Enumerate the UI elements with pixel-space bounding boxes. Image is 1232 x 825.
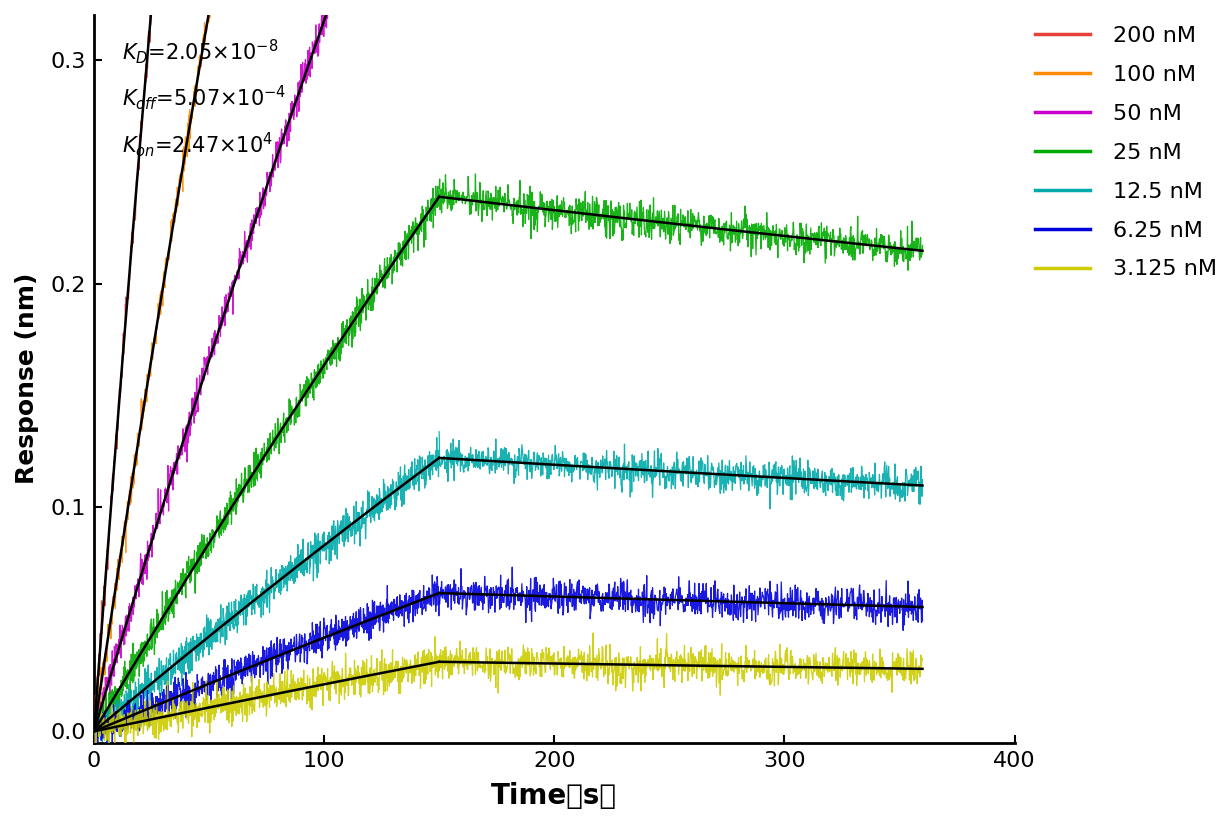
- X-axis label: Time（s）: Time（s）: [492, 782, 617, 810]
- Legend: 200 nM, 100 nM, 50 nM, 25 nM, 12.5 nM, 6.25 nM, 3.125 nM: 200 nM, 100 nM, 50 nM, 25 nM, 12.5 nM, 6…: [1035, 26, 1217, 280]
- Y-axis label: Response (nm): Response (nm): [15, 273, 39, 484]
- Text: $K_D$=2.05×10$^{-8}$
$K_{off}$=5.07×10$^{-4}$
$K_{on}$=2.47×10$^{4}$: $K_D$=2.05×10$^{-8}$ $K_{off}$=5.07×10$^…: [122, 37, 286, 159]
